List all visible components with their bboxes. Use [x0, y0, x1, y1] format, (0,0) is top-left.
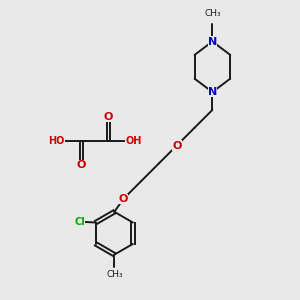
Text: O: O	[172, 140, 182, 151]
Text: Cl: Cl	[74, 217, 85, 227]
Text: O: O	[118, 194, 128, 204]
Text: CH₃: CH₃	[106, 270, 123, 279]
Text: N: N	[208, 37, 217, 46]
Text: HO: HO	[48, 136, 64, 146]
Text: CH₃: CH₃	[204, 9, 221, 18]
Text: O: O	[77, 160, 86, 170]
Text: OH: OH	[125, 136, 142, 146]
Text: O: O	[104, 112, 113, 122]
Text: N: N	[208, 87, 217, 97]
